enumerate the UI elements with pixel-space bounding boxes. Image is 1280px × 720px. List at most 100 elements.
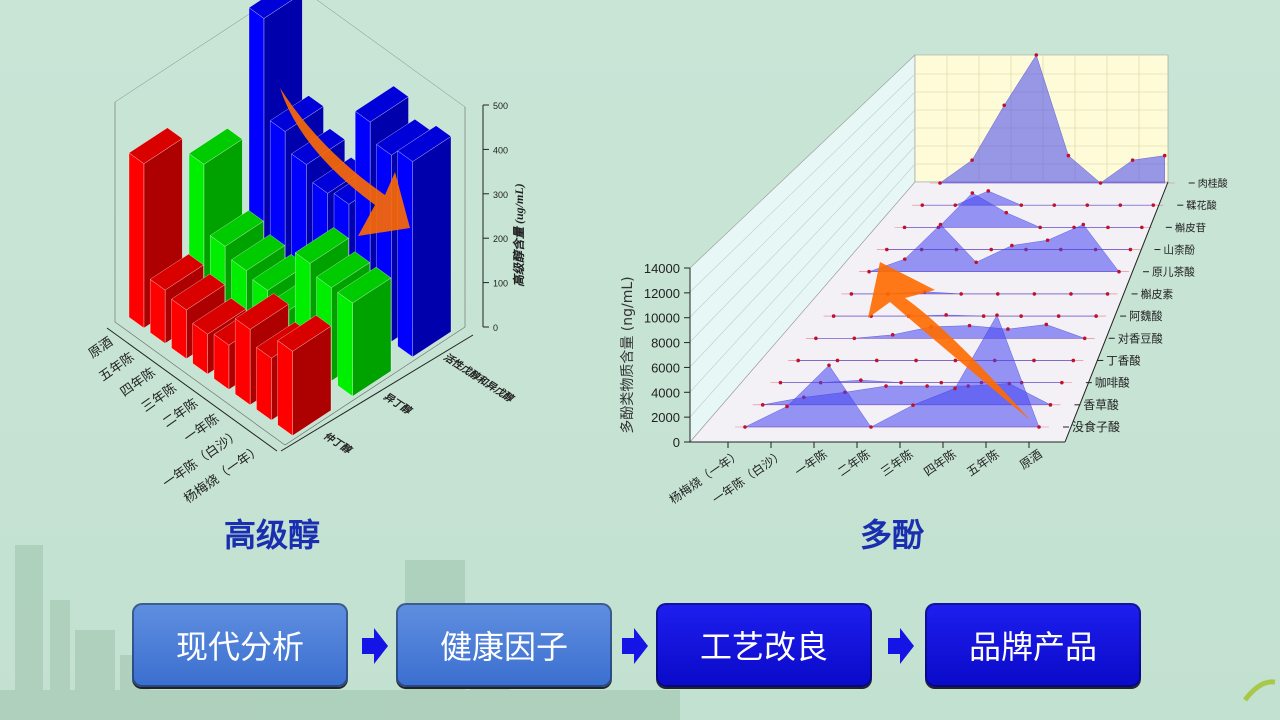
z-tick-label: 14000 bbox=[644, 261, 680, 276]
data-point bbox=[1105, 292, 1110, 296]
data-point bbox=[970, 158, 974, 162]
wall-gridline bbox=[689, 145, 916, 393]
data-point bbox=[911, 403, 915, 407]
z-tick-label: 200 bbox=[493, 234, 508, 244]
wall-gridline bbox=[689, 91, 916, 318]
data-point bbox=[938, 181, 942, 185]
x-tick-label: 一年陈（白沙） bbox=[709, 446, 786, 506]
data-point bbox=[1034, 53, 1039, 57]
data-point bbox=[989, 247, 994, 252]
data-point bbox=[995, 313, 999, 317]
series-label: 槲皮苷 bbox=[1175, 221, 1206, 234]
z-tick-label: 400 bbox=[493, 145, 508, 155]
trend-arrow-icon bbox=[868, 262, 1030, 420]
data-point bbox=[995, 292, 1000, 296]
data-point bbox=[796, 358, 800, 363]
data-point bbox=[1032, 358, 1036, 363]
data-point bbox=[884, 384, 888, 388]
bar-top-face bbox=[277, 315, 332, 352]
data-point bbox=[953, 358, 958, 363]
bar-top-face bbox=[188, 128, 243, 165]
flow-step-health-factor[interactable]: 健康因子 bbox=[396, 603, 612, 687]
data-point bbox=[785, 404, 789, 409]
data-point bbox=[959, 292, 963, 296]
data-point bbox=[835, 358, 840, 363]
z-tick-label: 100 bbox=[493, 279, 508, 289]
data-point bbox=[849, 292, 854, 296]
series-area bbox=[939, 54, 1165, 184]
series-label: 山柰酚 bbox=[1163, 244, 1195, 257]
z-tick-label: 0 bbox=[673, 435, 680, 450]
wall-gridline bbox=[689, 73, 916, 293]
bar-top-face bbox=[316, 251, 371, 288]
bar-top-face bbox=[248, 0, 293, 19]
data-point bbox=[874, 358, 879, 363]
data-point bbox=[1151, 203, 1156, 207]
arrow-right-icon bbox=[622, 628, 648, 664]
series-label: 原儿茶酸 bbox=[1152, 266, 1195, 279]
flow-step-analysis[interactable]: 现代分析 bbox=[132, 603, 348, 687]
axis-frame-top bbox=[114, 0, 466, 108]
z-tick-label: 6000 bbox=[651, 360, 680, 375]
data-point bbox=[944, 313, 948, 317]
series-label: 咖啡酸 bbox=[1095, 376, 1130, 390]
data-point bbox=[1081, 222, 1086, 227]
arrow-right-icon bbox=[362, 628, 388, 664]
data-point bbox=[1128, 247, 1133, 252]
bar-top-face bbox=[209, 210, 264, 247]
left-chart-caption: 高级醇 bbox=[224, 516, 321, 554]
data-point bbox=[1060, 380, 1064, 385]
x-tick-label: 二年陈 bbox=[835, 446, 873, 479]
data-point bbox=[902, 225, 907, 230]
z-tick-label: 300 bbox=[493, 190, 508, 200]
wall-gridline bbox=[689, 127, 916, 368]
data-point bbox=[867, 269, 871, 274]
series-label: 对香豆酸 bbox=[1118, 331, 1163, 345]
data-point bbox=[1010, 243, 1014, 248]
data-point bbox=[1094, 314, 1098, 318]
data-point bbox=[760, 403, 765, 407]
data-point bbox=[1117, 269, 1121, 274]
data-point bbox=[1082, 336, 1087, 341]
series-label: 鞣花酸 bbox=[1186, 199, 1217, 212]
data-point bbox=[1019, 314, 1023, 318]
data-point bbox=[1162, 153, 1167, 158]
flow-step-brand-product[interactable]: 品牌产品 bbox=[925, 603, 1141, 687]
z-axis-label: 多酚类物质含量 (ng/mL) bbox=[619, 276, 636, 433]
data-point bbox=[1038, 225, 1042, 230]
data-point bbox=[1037, 425, 1041, 429]
data-point bbox=[939, 380, 944, 385]
series-label: 槲皮素 bbox=[1141, 288, 1174, 301]
data-point bbox=[1056, 314, 1061, 318]
data-point bbox=[743, 425, 747, 429]
wall-gridline bbox=[689, 163, 916, 418]
data-point bbox=[920, 203, 925, 207]
data-point bbox=[1019, 203, 1024, 207]
data-point bbox=[859, 378, 863, 383]
x-tick-label: 三年陈 bbox=[878, 446, 916, 479]
bar-top-face bbox=[149, 253, 204, 291]
data-point bbox=[967, 323, 972, 328]
data-point bbox=[1071, 358, 1076, 363]
bar-top-face bbox=[397, 125, 452, 162]
data-point bbox=[970, 191, 975, 195]
data-point bbox=[1140, 225, 1144, 230]
data-point bbox=[938, 222, 943, 227]
x-tick-label: 杨梅烧（一年） bbox=[666, 446, 743, 506]
z-tick-label: 500 bbox=[493, 101, 508, 111]
z-tick-label: 4000 bbox=[651, 385, 680, 400]
data-point bbox=[974, 260, 978, 265]
z-tick-label: 2000 bbox=[651, 410, 680, 425]
series-label: 阿魏酸 bbox=[1129, 309, 1162, 323]
data-point bbox=[869, 425, 873, 429]
flow-step-process-improvement[interactable]: 工艺改良 bbox=[656, 603, 872, 687]
data-point bbox=[1106, 225, 1110, 230]
z-tick-label: 12000 bbox=[644, 286, 680, 301]
data-point bbox=[1066, 153, 1071, 158]
bar-top-face bbox=[231, 234, 286, 271]
bar-top-face bbox=[354, 85, 409, 123]
bar-top-face bbox=[192, 298, 247, 335]
data-point bbox=[1085, 203, 1090, 207]
data-point bbox=[899, 380, 903, 385]
